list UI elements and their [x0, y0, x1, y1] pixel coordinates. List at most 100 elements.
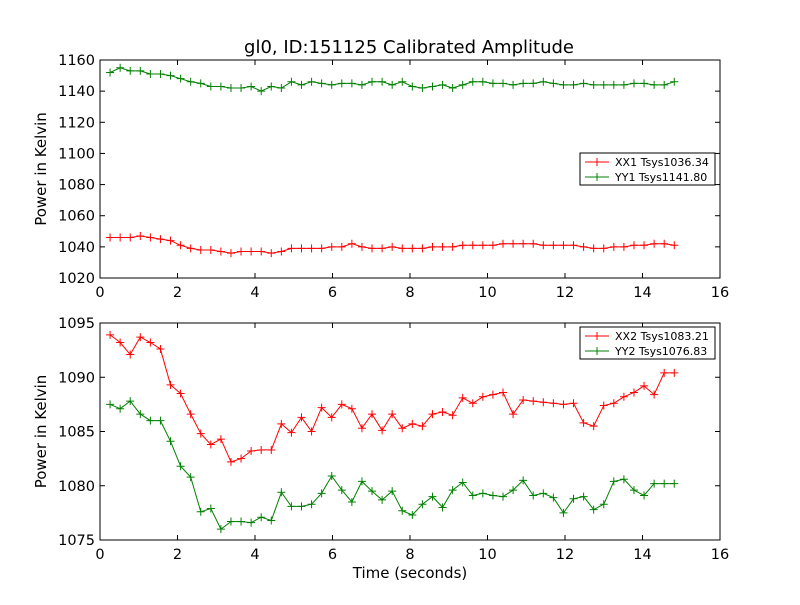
- data-point: [579, 242, 588, 251]
- data-point: [176, 241, 185, 250]
- data-point: [629, 388, 638, 397]
- series-yy1: [106, 63, 679, 96]
- data-point: [277, 84, 286, 93]
- data-point: [206, 440, 215, 449]
- data-point: [378, 77, 387, 86]
- data-point: [347, 239, 356, 248]
- data-point: [327, 80, 336, 89]
- data-point: [357, 477, 366, 486]
- data-point: [136, 66, 145, 75]
- data-point: [579, 418, 588, 427]
- data-point: [347, 404, 356, 413]
- x-tick-label: 2: [173, 285, 182, 301]
- data-point: [569, 80, 578, 89]
- data-point: [126, 397, 135, 406]
- data-point: [589, 505, 598, 514]
- data-point: [599, 500, 608, 509]
- data-point: [599, 401, 608, 410]
- data-point: [650, 479, 659, 488]
- data-point: [398, 244, 407, 253]
- data-point: [247, 447, 256, 456]
- data-point: [216, 525, 225, 534]
- data-point: [287, 502, 296, 511]
- data-point: [670, 241, 679, 250]
- data-point: [388, 80, 397, 89]
- data-point: [569, 494, 578, 503]
- x-tick-label: 10: [478, 285, 496, 301]
- data-point: [337, 242, 346, 251]
- data-point: [458, 478, 467, 487]
- data-point: [206, 82, 215, 91]
- data-point: [499, 492, 507, 501]
- x-tick-label: 0: [95, 285, 104, 301]
- top-panel: 0 2 4 6 8 10 12 14 16 1020 1040 1060 1080 1100 1120 114…: [32, 53, 729, 301]
- data-point: [237, 84, 246, 93]
- data-point: [619, 392, 628, 401]
- data-point: [116, 233, 125, 242]
- data-point: [307, 244, 316, 253]
- data-point: [448, 411, 457, 420]
- data-point: [569, 399, 578, 408]
- data-point: [156, 235, 165, 244]
- data-point: [226, 249, 235, 258]
- data-point: [448, 84, 457, 93]
- data-point: [216, 435, 225, 444]
- data-point: [297, 413, 306, 422]
- data-point: [116, 338, 125, 347]
- data-point: [549, 399, 558, 408]
- data-point: [488, 491, 497, 500]
- data-point: [468, 241, 477, 250]
- data-point: [438, 242, 447, 251]
- data-point: [478, 489, 487, 498]
- data-point: [267, 82, 276, 91]
- data-point: [609, 477, 618, 486]
- legend-item: YY2 Tsys1076.83: [585, 345, 707, 358]
- data-point: [257, 513, 266, 522]
- data-point: [549, 493, 558, 502]
- data-point: [408, 419, 417, 428]
- data-point: [196, 507, 205, 516]
- data-point: [126, 233, 135, 242]
- data-point: [156, 345, 165, 354]
- data-point: [619, 242, 628, 251]
- legend: XX2 Tsys1083.21 YY2 Tsys1076.83: [579, 326, 716, 360]
- data-point: [599, 80, 608, 89]
- data-point: [619, 80, 628, 89]
- data-point: [287, 77, 296, 86]
- data-point: [206, 245, 215, 254]
- data-point: [267, 445, 276, 454]
- data-point: [438, 407, 447, 416]
- data-point: [458, 241, 467, 250]
- data-point: [307, 427, 316, 436]
- data-point: [327, 413, 336, 422]
- legend-marker: [593, 158, 601, 166]
- data-point: [629, 79, 638, 88]
- data-point: [559, 241, 568, 250]
- y-tick-label: 1100: [58, 146, 95, 162]
- data-point: [186, 410, 195, 419]
- data-point: [629, 486, 638, 495]
- data-point: [549, 241, 558, 250]
- y-tick-label: 1075: [58, 533, 95, 549]
- data-point: [388, 487, 397, 496]
- data-point: [186, 473, 195, 482]
- data-point: [136, 410, 145, 419]
- legend-box: [579, 326, 716, 360]
- data-point: [378, 244, 387, 253]
- data-point: [448, 242, 457, 251]
- data-point: [196, 79, 205, 88]
- data-point: [186, 77, 195, 86]
- data-point: [468, 77, 477, 86]
- data-point: [176, 74, 185, 83]
- data-point: [277, 419, 286, 428]
- data-point: [539, 489, 548, 498]
- data-point: [327, 471, 336, 480]
- legend-label: YY2 Tsys1076.83: [614, 345, 707, 358]
- data-point: [146, 70, 155, 79]
- data-point: [438, 503, 447, 512]
- x-tick-label: 14: [633, 547, 651, 563]
- legend-label: XX2 Tsys1083.21: [615, 330, 709, 343]
- data-point: [579, 492, 588, 501]
- legend-item: XX2 Tsys1083.21: [585, 330, 709, 343]
- data-point: [378, 426, 387, 435]
